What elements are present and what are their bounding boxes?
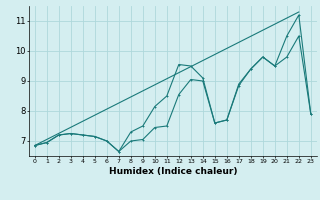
X-axis label: Humidex (Indice chaleur): Humidex (Indice chaleur) bbox=[108, 167, 237, 176]
